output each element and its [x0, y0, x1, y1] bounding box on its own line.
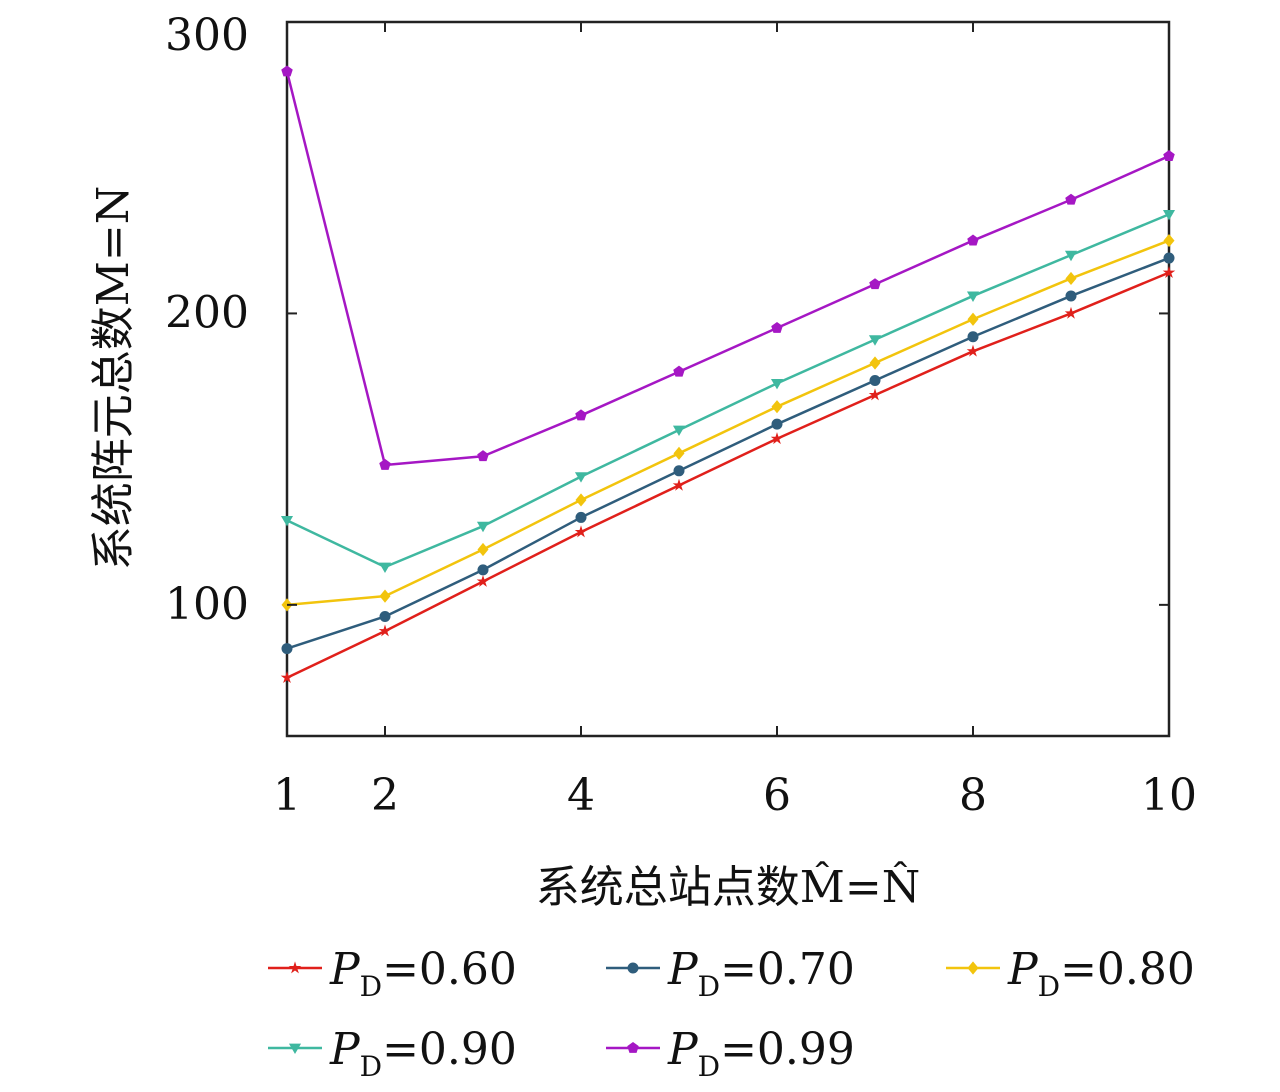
legend-label: PD=0.99: [667, 1024, 855, 1083]
series-group: [281, 65, 1175, 470]
legend-item: PD=0.70: [606, 944, 855, 1003]
series-line: [286, 213, 1170, 569]
data-point: [771, 418, 783, 430]
x-tick-label: 2: [371, 770, 399, 821]
y-tick-label: 200: [165, 287, 249, 338]
series-group: [280, 266, 1176, 684]
x-axis-label: 系统总站点数M̂=N̂: [536, 860, 920, 913]
data-point: [1064, 306, 1078, 319]
legend-marker: [967, 961, 979, 975]
data-point: [1065, 193, 1077, 205]
data-point: [868, 335, 882, 346]
x-tick-label: 10: [1141, 770, 1197, 821]
data-point: [869, 278, 881, 290]
data-point: [477, 542, 489, 557]
series-line: [286, 239, 1170, 607]
legend-marker: [627, 1041, 639, 1053]
legend-item: PD=0.90: [268, 1024, 517, 1083]
ticks-layer: 1 2 4 6 8 10 100 200 300: [165, 10, 1197, 821]
legend-marker: [288, 961, 302, 974]
data-point: [281, 65, 293, 77]
x-tick-label: 8: [959, 770, 987, 821]
data-point: [280, 671, 294, 684]
data-point: [771, 321, 783, 333]
y-tick-label: 100: [165, 579, 249, 630]
series-line: [285, 71, 1170, 467]
data-point: [476, 574, 490, 587]
data-point: [575, 493, 587, 507]
data-point: [966, 291, 980, 302]
data-point: [967, 312, 979, 326]
data-point: [672, 478, 686, 491]
x-tick-label: 6: [763, 770, 791, 821]
series-group: [280, 209, 1176, 574]
legend-item: PD=0.60: [268, 944, 517, 1003]
legend-marker: [627, 962, 639, 974]
data-point: [673, 365, 685, 377]
data-point: [1064, 250, 1078, 262]
data-point: [378, 562, 392, 574]
legend-item: PD=0.99: [606, 1024, 855, 1083]
data-point: [672, 425, 686, 437]
data-point: [477, 450, 489, 462]
data-point: [1162, 266, 1176, 278]
y-axis-label: 系统阵元总数M=N: [88, 186, 139, 570]
legend-label: PD=0.60: [329, 944, 517, 1003]
data-point: [967, 234, 979, 246]
series-line: [286, 256, 1170, 650]
legend-marker: [288, 1043, 302, 1055]
series-line: [286, 271, 1170, 679]
data-point: [770, 378, 784, 390]
x-tick-label: 1: [273, 770, 301, 821]
data-point: [379, 611, 391, 623]
data-point: [575, 409, 587, 421]
data-point: [575, 511, 587, 523]
data-point: [967, 331, 979, 343]
x-tick-label: 4: [567, 770, 595, 821]
data-point: [868, 388, 882, 401]
data-point: [1163, 252, 1175, 264]
data-point: [1065, 290, 1077, 302]
data-point: [673, 465, 685, 477]
data-point: [770, 432, 784, 445]
y-tick-label: 300: [165, 10, 249, 61]
series-group: [281, 252, 1175, 655]
data-point: [379, 458, 391, 470]
data-point: [869, 356, 881, 370]
data-point: [1163, 233, 1175, 248]
legend: PD=0.60 PD=0.70 PD=0.80 PD=0.90 PD=0.99: [268, 944, 1195, 1083]
data-point: [574, 525, 588, 538]
data-point: [378, 624, 392, 637]
data-point: [379, 589, 391, 603]
legend-item: PD=0.80: [946, 944, 1195, 1003]
data-point: [476, 521, 490, 533]
data-point: [966, 344, 980, 357]
data-point: [280, 515, 294, 527]
series-layer: [280, 65, 1176, 684]
legend-label: PD=0.80: [1007, 944, 1195, 1003]
data-point: [673, 446, 685, 460]
data-point: [1163, 150, 1175, 161]
data-point: [1065, 271, 1077, 286]
legend-label: PD=0.70: [667, 944, 855, 1003]
data-point: [574, 472, 588, 483]
series-group: [281, 233, 1175, 612]
plot-frame: [285, 20, 1171, 738]
data-point: [869, 374, 881, 386]
data-point: [771, 400, 783, 414]
data-point: [1162, 209, 1176, 221]
data-point: [477, 564, 489, 576]
legend-label: PD=0.90: [329, 1024, 517, 1083]
data-point: [281, 643, 293, 655]
